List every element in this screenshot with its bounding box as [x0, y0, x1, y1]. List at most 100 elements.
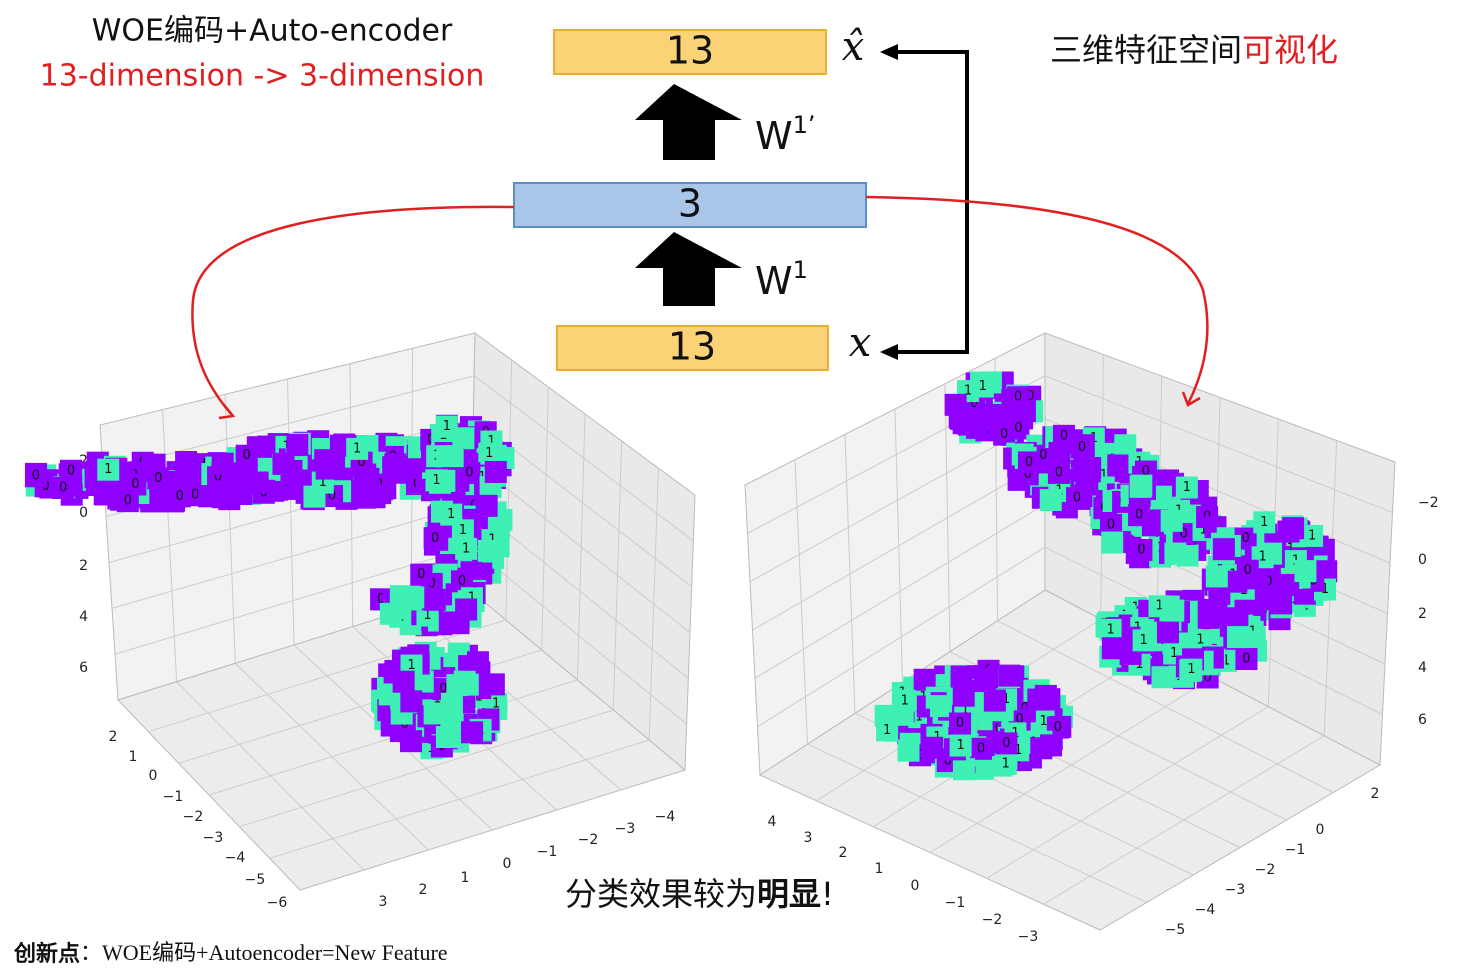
point	[1235, 647, 1258, 670]
point	[435, 726, 458, 749]
point	[921, 736, 944, 759]
point	[950, 665, 973, 688]
point	[1130, 538, 1153, 561]
point	[1212, 538, 1235, 561]
point-label: 0	[1055, 465, 1063, 480]
tick-label: −2	[982, 912, 1003, 928]
point	[400, 730, 423, 753]
point	[455, 598, 478, 621]
point-label: 1	[883, 723, 891, 738]
tick-label: 1	[129, 749, 138, 765]
point-label: 0	[1137, 542, 1145, 557]
point	[424, 527, 447, 550]
point	[957, 413, 980, 436]
point	[1017, 451, 1040, 474]
point	[396, 587, 419, 610]
point	[455, 537, 478, 560]
point	[1164, 542, 1187, 565]
point	[354, 486, 377, 509]
tick-label: −4	[655, 809, 676, 825]
point-label: 0	[377, 592, 385, 607]
point-label: 0	[1180, 527, 1188, 542]
point-label: 1	[104, 462, 112, 477]
point-label: 0	[191, 488, 199, 503]
encoder-weight: W1	[755, 256, 808, 303]
right-title-highlight: 可视化	[1242, 31, 1338, 69]
point-label: 1	[407, 658, 415, 673]
encoder-arrow	[635, 232, 742, 306]
subtitle: 13-dimension -> 3-dimension	[40, 59, 485, 94]
tick-label: −1	[537, 844, 558, 860]
grid-line	[757, 546, 1046, 728]
point	[425, 469, 448, 492]
input-symbol: x	[849, 320, 872, 366]
point-label: 1	[979, 379, 987, 394]
point-label: 0	[439, 682, 447, 697]
tick-label: −4	[225, 850, 246, 866]
point-label: 0	[1107, 518, 1115, 533]
point	[147, 467, 170, 490]
tick-label: 0	[503, 856, 512, 872]
point	[1101, 531, 1124, 554]
point-label: 0	[431, 531, 439, 546]
point	[1099, 618, 1122, 641]
tick-label: 0	[1418, 552, 1427, 568]
title: WOE编码+Auto-encoder	[92, 14, 453, 49]
point-label: 1	[459, 523, 467, 538]
point-label: 0	[1000, 427, 1008, 442]
point-label: 1	[462, 541, 470, 556]
tick-label: −3	[1018, 929, 1039, 945]
point-label: 0	[1078, 440, 1086, 455]
point	[1007, 417, 1030, 440]
point-label: 0	[131, 477, 139, 492]
point-label: 1	[1196, 633, 1204, 648]
tick-label: 6	[79, 660, 88, 676]
point	[226, 465, 249, 488]
footer-text: ：WOE编码+Autoencoder=New Feature	[80, 940, 448, 965]
point	[1007, 386, 1030, 409]
tick-label: −5	[245, 872, 266, 888]
point-label: 0	[154, 471, 162, 486]
tick-label: 2	[1371, 786, 1380, 802]
point-label: 1	[964, 384, 972, 399]
point	[151, 484, 174, 507]
point-label: 0	[1242, 531, 1250, 546]
point-label: 0	[1014, 390, 1022, 405]
point	[1277, 573, 1300, 596]
point-label: 0	[59, 480, 67, 495]
point	[1128, 504, 1151, 527]
point	[168, 485, 191, 508]
point-label: 0	[944, 754, 952, 769]
arrow-head	[880, 344, 898, 360]
point	[392, 670, 415, 693]
point-label: 1	[901, 693, 909, 708]
point	[973, 667, 996, 690]
point	[1066, 487, 1089, 510]
arrow-head	[218, 404, 236, 420]
decoder-weight: W1’	[755, 111, 815, 158]
point	[970, 737, 993, 760]
tick-label: −1	[1285, 842, 1306, 858]
point	[1156, 621, 1179, 644]
grid-line	[269, 739, 650, 859]
caption-bold: 明显	[757, 875, 821, 913]
point	[470, 562, 493, 585]
point-label: 1	[1321, 582, 1329, 597]
caption-text: 分类效果较为	[565, 875, 757, 913]
point-label: 1	[1170, 646, 1178, 661]
tick-label: −1	[163, 789, 184, 805]
point-label: 0	[176, 489, 184, 504]
point-label: 1	[487, 434, 495, 449]
point-label: 0	[1054, 720, 1062, 735]
tick-label: 2	[109, 729, 118, 745]
point	[1175, 476, 1198, 499]
point	[1047, 461, 1070, 484]
tick-label: 1	[875, 861, 884, 877]
point	[1100, 514, 1123, 537]
tick-label: 4	[1418, 660, 1427, 676]
point-label: 0	[32, 469, 40, 484]
grid-line	[470, 546, 687, 725]
arrow-head	[880, 44, 898, 60]
point-label: 1	[1187, 662, 1195, 677]
point	[1226, 626, 1249, 649]
